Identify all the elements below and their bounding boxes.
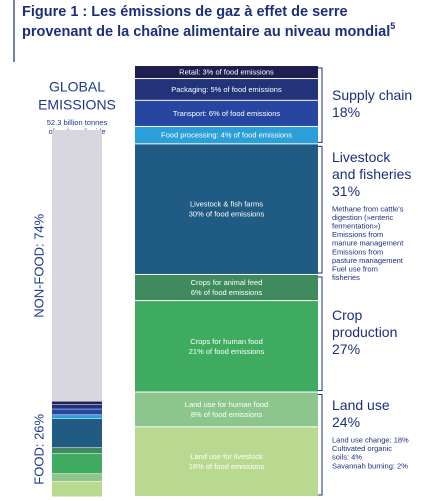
segment-label: Land use for human food (185, 400, 268, 409)
group-detail: Cultivated organic (332, 444, 392, 453)
segment-label: 6% of food emissions (191, 288, 263, 297)
segment (135, 100, 318, 126)
group-detail: Fuel use from (332, 265, 378, 274)
segment (135, 301, 318, 392)
title-line: provenant de la chaîne alimentaire au ni… (22, 21, 395, 39)
bracket (318, 67, 323, 143)
group-share: 31% (332, 183, 360, 199)
group-name: Land use (332, 397, 390, 413)
bracket (318, 145, 323, 274)
global-heading: GLOBAL (49, 79, 105, 95)
global-label: FOOD: 26% (31, 413, 46, 484)
food-segment (52, 409, 102, 415)
segment-label: 30% of food emissions (189, 210, 265, 219)
food-segment (52, 447, 102, 454)
global-heading: EMISSIONS (38, 97, 116, 113)
segment-label: 8% of food emissions (191, 410, 263, 419)
segment (135, 144, 318, 274)
title-line: Figure 1 : Les émissions de gaz à effet … (22, 4, 348, 20)
food-segment (52, 401, 102, 404)
group-detail: Methane from cattle's (332, 204, 404, 213)
segment (135, 126, 318, 144)
group-name: Livestock (332, 149, 391, 165)
group-detail: Emissions from (332, 247, 383, 256)
segment (135, 66, 318, 79)
segment-label: Retail: 3% of food emissions (179, 68, 274, 77)
segment-label: Transport: 6% of food emissions (173, 109, 281, 118)
food-segment (52, 453, 102, 474)
food-segment (52, 473, 102, 482)
group-name: production (332, 324, 397, 340)
title-text: provenant de la chaîne alimentaire au ni… (22, 24, 390, 40)
group-detail: digestion (»enteric (332, 213, 394, 222)
group-share: 18% (332, 104, 360, 120)
food-segment (52, 418, 102, 448)
group-detail: manure management (332, 239, 404, 248)
segment-label: Crops for animal feed (191, 278, 263, 287)
food-segment (52, 404, 102, 409)
food-segment (52, 481, 102, 497)
segment (135, 274, 318, 301)
segment (135, 79, 318, 100)
group-name: Crop (332, 307, 363, 323)
group-detail: Land use change: 18% (332, 435, 409, 444)
bracket (318, 276, 323, 392)
group-detail: fisheries (332, 273, 360, 282)
global-label: NON-FOOD: 74% (31, 213, 46, 317)
segment-label: 16% of food emissions (189, 462, 265, 471)
segment-label: Food processing: 4% of food emissions (161, 131, 292, 140)
segment-label: 21% of food emissions (189, 347, 265, 356)
segment-label: Crops for human food (190, 337, 263, 346)
food-segment (52, 415, 102, 419)
group-name: and fisheries (332, 166, 411, 182)
group-share: 24% (332, 414, 360, 430)
group-name: Supply chain (332, 87, 412, 103)
segment-label: Packaging: 5% of food emissions (171, 85, 282, 94)
group-detail: soils: 4% (332, 453, 362, 462)
segment-label: Land use for livestock (190, 452, 263, 461)
global-segment (52, 130, 102, 402)
segment (135, 392, 318, 427)
group-share: 27% (332, 341, 360, 357)
group-detail: fermentation») (332, 222, 381, 231)
segment (135, 427, 318, 496)
global-subtitle: 52.3 billion tonnes (47, 118, 108, 127)
segment-label: Livestock & fish farms (190, 200, 263, 209)
group-detail: Emissions from (332, 230, 383, 239)
bracket (318, 394, 323, 496)
group-detail: Savannah burning: 2% (332, 461, 408, 470)
group-detail: pasture management (332, 256, 404, 265)
title-sup: 5 (390, 21, 395, 31)
